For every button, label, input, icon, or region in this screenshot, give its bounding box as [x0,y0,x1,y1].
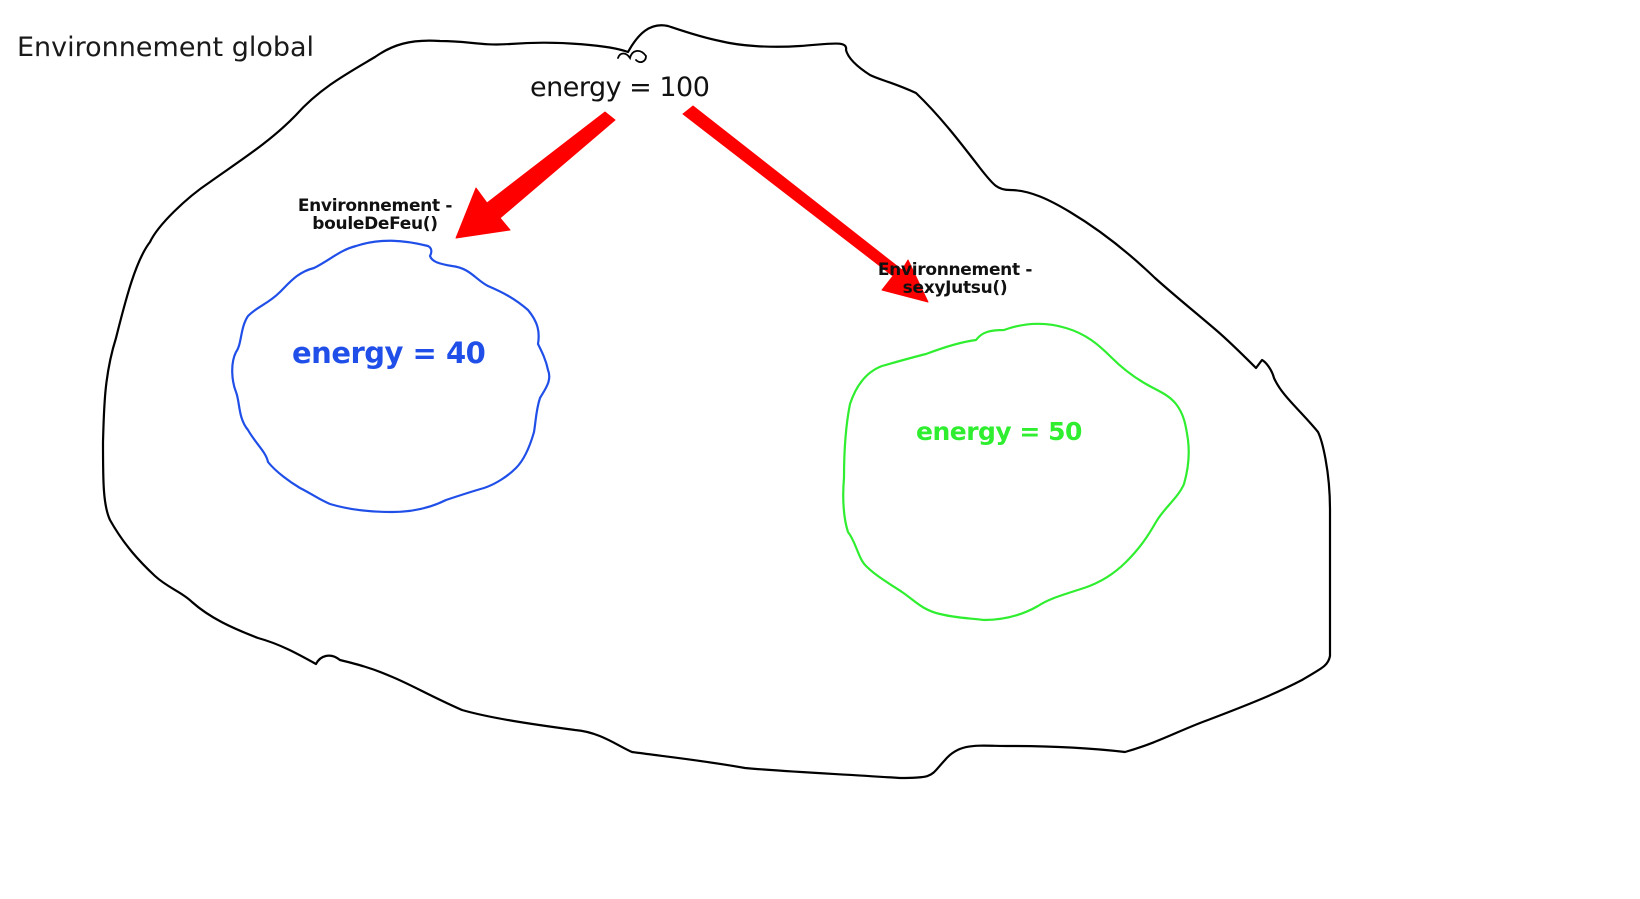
outline-squiggle [617,50,647,63]
scope-outline-bouleDeFeu [231,239,551,514]
scope-caption-line1: Environnement - [297,196,453,216]
scope-caption-sexyJutsu: Environnement - sexyJutsu() [872,261,1038,297]
scope-outline-sexyJutsu [842,322,1190,622]
scope-caption-line1: Environnement - [877,260,1033,280]
global-energy-value: energy = 100 [530,72,710,103]
scope-caption-line2: sexyJutsu() [902,278,1008,298]
scope-caption-line2: bouleDeFeu() [312,214,438,234]
arrow-to-sexyJutsu [682,105,929,303]
global-environment-outline [101,24,1332,780]
scope-energy-sexyJutsu: energy = 50 [916,417,1082,446]
scope-energy-bouleDeFeu: energy = 40 [292,336,486,370]
arrow-to-bouleDeFeu [455,111,616,239]
global-environment-label: Environnement global [17,32,315,63]
scope-caption-bouleDeFeu: Environnement - bouleDeFeu() [296,197,454,233]
